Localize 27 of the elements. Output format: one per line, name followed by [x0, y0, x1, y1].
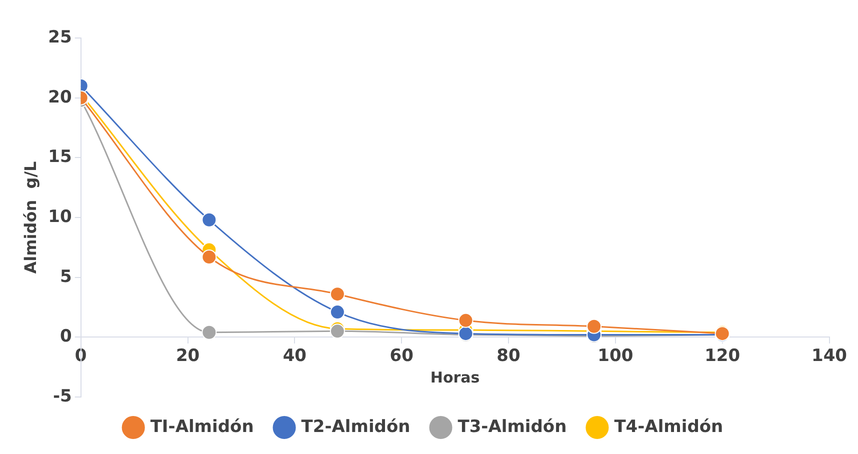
y-axis-title: Almidón g/L [20, 161, 40, 274]
y-tick-label: -5 [52, 386, 72, 406]
legend-label: T4-Almidón [614, 416, 724, 437]
x-tick-label: 120 [704, 346, 740, 366]
y-tick-label: 0 [60, 326, 72, 347]
legend-label: T3-Almidón [458, 416, 567, 437]
y-tick-label: 5 [60, 266, 72, 287]
x-tick-label: 40 [282, 346, 307, 366]
point [202, 324, 217, 340]
y-tick-label: 10 [48, 206, 72, 227]
point [330, 304, 345, 320]
x-tick-label: 140 [812, 346, 848, 366]
x-axis-title: Horas [430, 368, 480, 386]
y-tick-label: 15 [48, 147, 72, 168]
legend-label: TI-Almidón [150, 416, 254, 437]
point [202, 249, 217, 264]
y-tick-label: 25 [48, 27, 72, 48]
point [330, 286, 345, 302]
x-tick-label: 80 [496, 346, 521, 366]
point [586, 318, 602, 334]
y-tick-label: 20 [48, 87, 72, 108]
x-tick-label: 60 [390, 346, 414, 366]
x-tick-label: 100 [598, 346, 634, 366]
point [202, 212, 217, 228]
x-tick-label: 20 [176, 346, 200, 366]
legend-label: T2-Almidón [301, 416, 410, 437]
point [458, 312, 474, 328]
